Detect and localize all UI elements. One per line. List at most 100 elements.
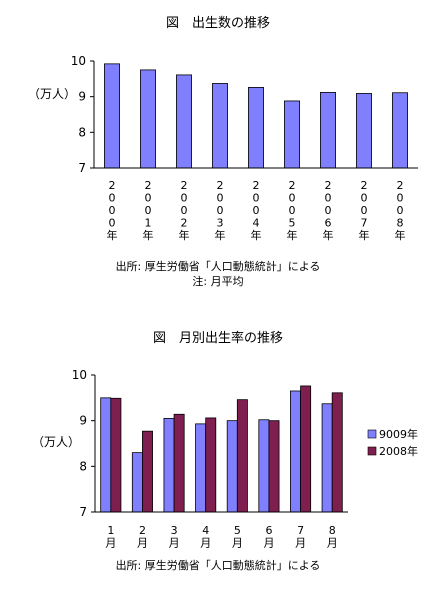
y-tick-label: 8 (78, 125, 86, 139)
x-tick-glyph: 0 (181, 192, 188, 205)
x-tick-glyph: 2 (253, 179, 260, 192)
bar-1-2006年 (320, 91, 336, 169)
x-tick-glyph: 月 (169, 537, 180, 550)
x-tick-glyph: 0 (325, 192, 332, 205)
bar-1-3月 (163, 417, 175, 513)
x-tick-glyph: 年 (287, 228, 298, 242)
bar-1-2007年 (356, 93, 372, 169)
chart-1-x-ticks: 2000年2001年2002年2003年2004年2005年2006年2007年… (107, 179, 406, 242)
x-tick-glyph: 月 (232, 537, 243, 550)
x-tick-glyph: 2 (109, 179, 116, 192)
x-tick-label: 2月 (137, 524, 148, 550)
bar-2-3月 (173, 413, 185, 513)
x-tick-glyph: 2 (139, 524, 146, 537)
chart-2-title: 図 月別出生率の推移 (153, 330, 283, 346)
bar-1-2002年 (176, 74, 192, 169)
x-tick-glyph: 7 (361, 217, 368, 230)
legend-label: 9009年 (379, 427, 418, 441)
x-tick-glyph: 2 (181, 217, 188, 230)
x-tick-label: 1月 (105, 524, 116, 550)
x-tick-label: 4月 (200, 524, 211, 550)
x-tick-glyph: 1 (145, 217, 152, 230)
chart-2-bars (100, 385, 343, 513)
x-tick-label: 6月 (263, 524, 274, 550)
x-tick-label: 8月 (327, 524, 338, 550)
chart-2-legend: 9009年 2008年 (367, 427, 418, 458)
x-tick-glyph: 2 (325, 179, 332, 192)
bar-1-2008年 (392, 92, 408, 169)
x-tick-label: 5月 (232, 524, 243, 550)
x-tick-glyph: 0 (181, 204, 188, 217)
bar-2-1月 (110, 397, 122, 513)
x-tick-glyph: 0 (253, 204, 260, 217)
bar-2-8月 (331, 392, 343, 513)
x-tick-glyph: 0 (289, 192, 296, 205)
x-tick-glyph: 月 (327, 537, 338, 550)
x-tick-glyph: 0 (289, 204, 296, 217)
y-tick-label: 9 (78, 90, 86, 104)
x-tick-glyph: 4 (253, 217, 260, 230)
chart-1-bars (104, 63, 408, 169)
x-tick-glyph: 月 (200, 537, 211, 550)
bar-1-2003年 (212, 83, 228, 169)
x-tick-glyph: 年 (359, 228, 370, 242)
bar-1-4月 (195, 423, 207, 513)
x-tick-glyph: 4 (202, 524, 209, 537)
x-tick-glyph: 年 (395, 228, 406, 242)
y-tick-label: 8 (79, 459, 87, 473)
x-tick-glyph: 2 (289, 179, 296, 192)
y-tick-label: 10 (71, 54, 86, 68)
x-tick-glyph: 0 (361, 192, 368, 205)
legend-label: 2008年 (379, 444, 418, 458)
x-tick-glyph: 5 (289, 217, 296, 230)
x-tick-glyph: 8 (329, 524, 336, 537)
x-tick-glyph: 0 (397, 192, 404, 205)
x-tick-label: 3月 (169, 524, 180, 550)
legend-swatch (367, 429, 377, 439)
bar-2-4月 (205, 417, 217, 513)
bar-1-7月 (290, 390, 301, 513)
bar-1-6月 (258, 419, 270, 513)
x-tick-glyph: 0 (109, 204, 116, 217)
x-tick-glyph: 月 (263, 537, 274, 550)
x-tick-label: 7月 (295, 524, 306, 550)
x-tick-glyph: 8 (397, 217, 404, 230)
x-tick-glyph: 6 (265, 524, 272, 537)
x-tick-glyph: 2 (397, 179, 404, 192)
x-tick-glyph: 月 (137, 537, 148, 550)
x-tick-glyph: 1 (107, 524, 114, 537)
chart-2-note-source: 出所: 厚生労働省「人口動態統計」による (116, 558, 321, 572)
x-tick-glyph: 年 (251, 228, 262, 242)
chart-1-y-ticks: 7 8 9 10 (71, 54, 94, 175)
chart-2-ylabel: （万人） (32, 435, 80, 449)
bar-2-5月 (236, 399, 248, 513)
bar-1-2001年 (140, 69, 156, 169)
x-tick-glyph: 年 (323, 228, 334, 242)
x-tick-glyph: 2 (181, 179, 188, 192)
x-tick-glyph: 月 (105, 537, 116, 550)
bar-1-2005年 (284, 100, 300, 169)
bar-1-5月 (226, 420, 238, 513)
legend-swatch (367, 446, 377, 456)
x-tick-glyph: 0 (253, 192, 260, 205)
x-tick-glyph: 2 (217, 179, 224, 192)
bar-1-2月 (131, 452, 143, 513)
x-tick-glyph: 0 (109, 217, 116, 230)
x-tick-glyph: 0 (325, 204, 332, 217)
chart-1-title: 図 出生数の推移 (166, 16, 270, 31)
x-tick-glyph: 年 (143, 228, 154, 242)
x-tick-glyph: 年 (179, 228, 190, 242)
x-tick-glyph: 0 (145, 204, 152, 217)
y-tick-label: 10 (72, 368, 87, 382)
x-tick-glyph: 6 (325, 217, 332, 230)
x-tick-glyph: 年 (215, 228, 226, 242)
